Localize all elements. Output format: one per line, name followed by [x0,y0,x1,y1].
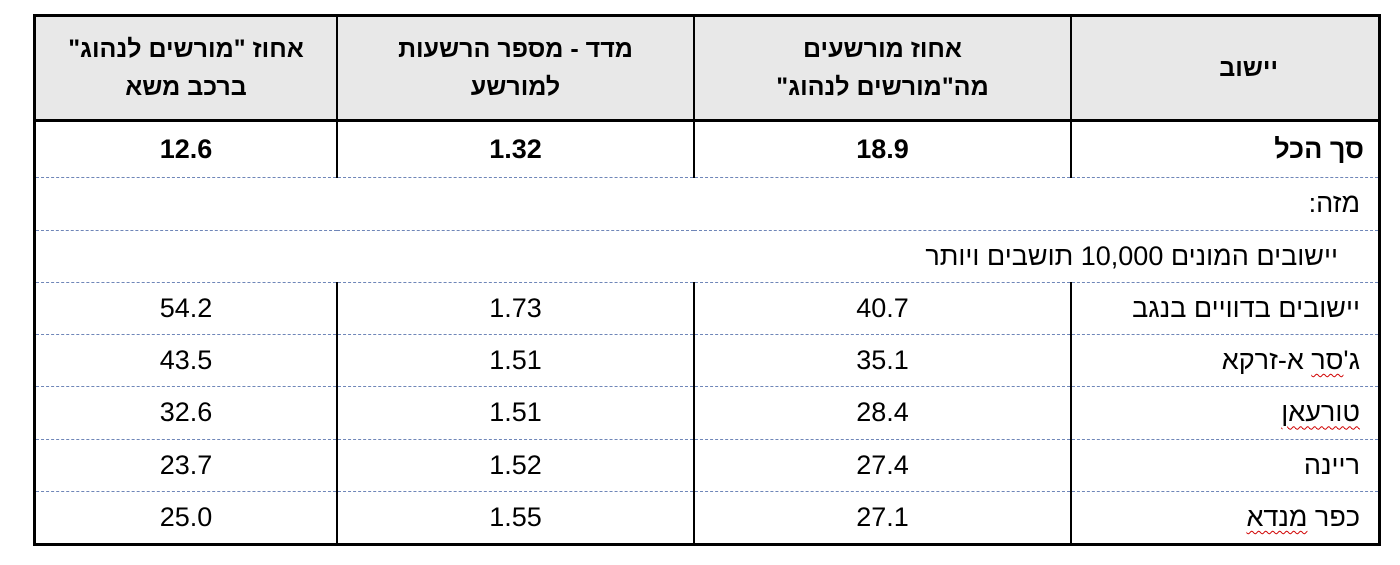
table-row: יישובים בדוויים בנגב 40.7 1.73 54.2 [36,282,1378,336]
header-pct-truck-text: אחוז "מורשים לנהוג" ברכב משא [68,35,304,101]
spellcheck-marked-word: סר [1311,345,1344,376]
conviction-index-cell: 1.52 [336,439,694,492]
pct-convicted-cell: 27.4 [693,439,1071,492]
header-pct-truck: אחוז "מורשים לנהוג" ברכב משא [36,17,337,122]
pct-convicted-cell: 28.4 [693,386,1071,440]
total-row-conviction-index: 1.32 [336,120,694,179]
pct-truck-cell: 54.2 [36,282,337,336]
total-row-pct-convicted: 18.9 [693,120,1071,179]
table-row: טורעאן 28.4 1.51 32.6 [36,386,1378,440]
pct-convicted-cell: 27.1 [693,491,1071,543]
pct-truck-cell: 23.7 [36,439,337,492]
conviction-index-cell: 1.51 [336,386,694,440]
pct-convicted-cell: 40.7 [693,282,1071,336]
table-row: כפר מנדא 27.1 1.55 25.0 [36,491,1378,543]
locality-name: כפר מנדא [1070,491,1378,543]
header-pct-convicted: אחוז מורשעים מה"מורשים לנהוג" [693,17,1071,122]
table-row: ריינה 27.4 1.52 23.7 [36,439,1378,492]
total-row-pct-truck: 12.6 [36,120,337,179]
locality-name: ג'סר א-זרקא [1070,334,1378,388]
data-table-frame: יישוב אחוז מורשעים מה"מורשים לנהוג" מדד -… [33,14,1381,546]
conviction-statistics-table: יישוב אחוז מורשעים מה"מורשים לנהוג" מדד -… [36,17,1378,543]
pct-truck-cell: 43.5 [36,334,337,388]
total-row-name: סך הכל [1070,120,1378,179]
table-row: ג'סר א-זרקא 35.1 1.51 43.5 [36,334,1378,388]
of-which-row: מזה: [36,177,1378,231]
group-label: יישובים המונים 10,000 תושבים ויותר [36,230,1378,283]
header-locality: יישוב [1070,17,1378,122]
conviction-index-cell: 1.73 [336,282,694,336]
header-row: יישוב אחוז מורשעים מה"מורשים לנהוג" מדד -… [36,17,1378,122]
locality-name: יישובים בדוויים בנגב [1070,282,1378,336]
group-label-row: יישובים המונים 10,000 תושבים ויותר [36,230,1378,283]
locality-name-part: ג' [1343,345,1360,376]
conviction-index-cell: 1.55 [336,491,694,543]
total-row: סך הכל 18.9 1.32 12.6 [36,120,1378,179]
header-pct-convicted-text: אחוז מורשעים מה"מורשים לנהוג" [776,35,989,101]
spellcheck-marked-word: מנדא [1246,501,1308,532]
header-conviction-index: מדד - מספר הרשעות למורשע [336,17,694,122]
locality-name: ריינה [1070,439,1378,492]
pct-convicted-cell: 35.1 [693,334,1071,388]
locality-name: טורעאן [1070,386,1378,440]
conviction-index-cell: 1.51 [336,334,694,388]
pct-truck-cell: 25.0 [159,501,213,532]
spellcheck-marked-word: טורעאן [1281,397,1360,428]
header-conviction-index-text: מדד - מספר הרשעות למורשע [398,35,633,101]
pct-truck-cell: 32.6 [36,386,337,440]
locality-name-part: כפר [1307,501,1360,532]
of-which-label: מזה: [36,177,1378,231]
locality-name-part: א-זרקא [1221,345,1312,376]
